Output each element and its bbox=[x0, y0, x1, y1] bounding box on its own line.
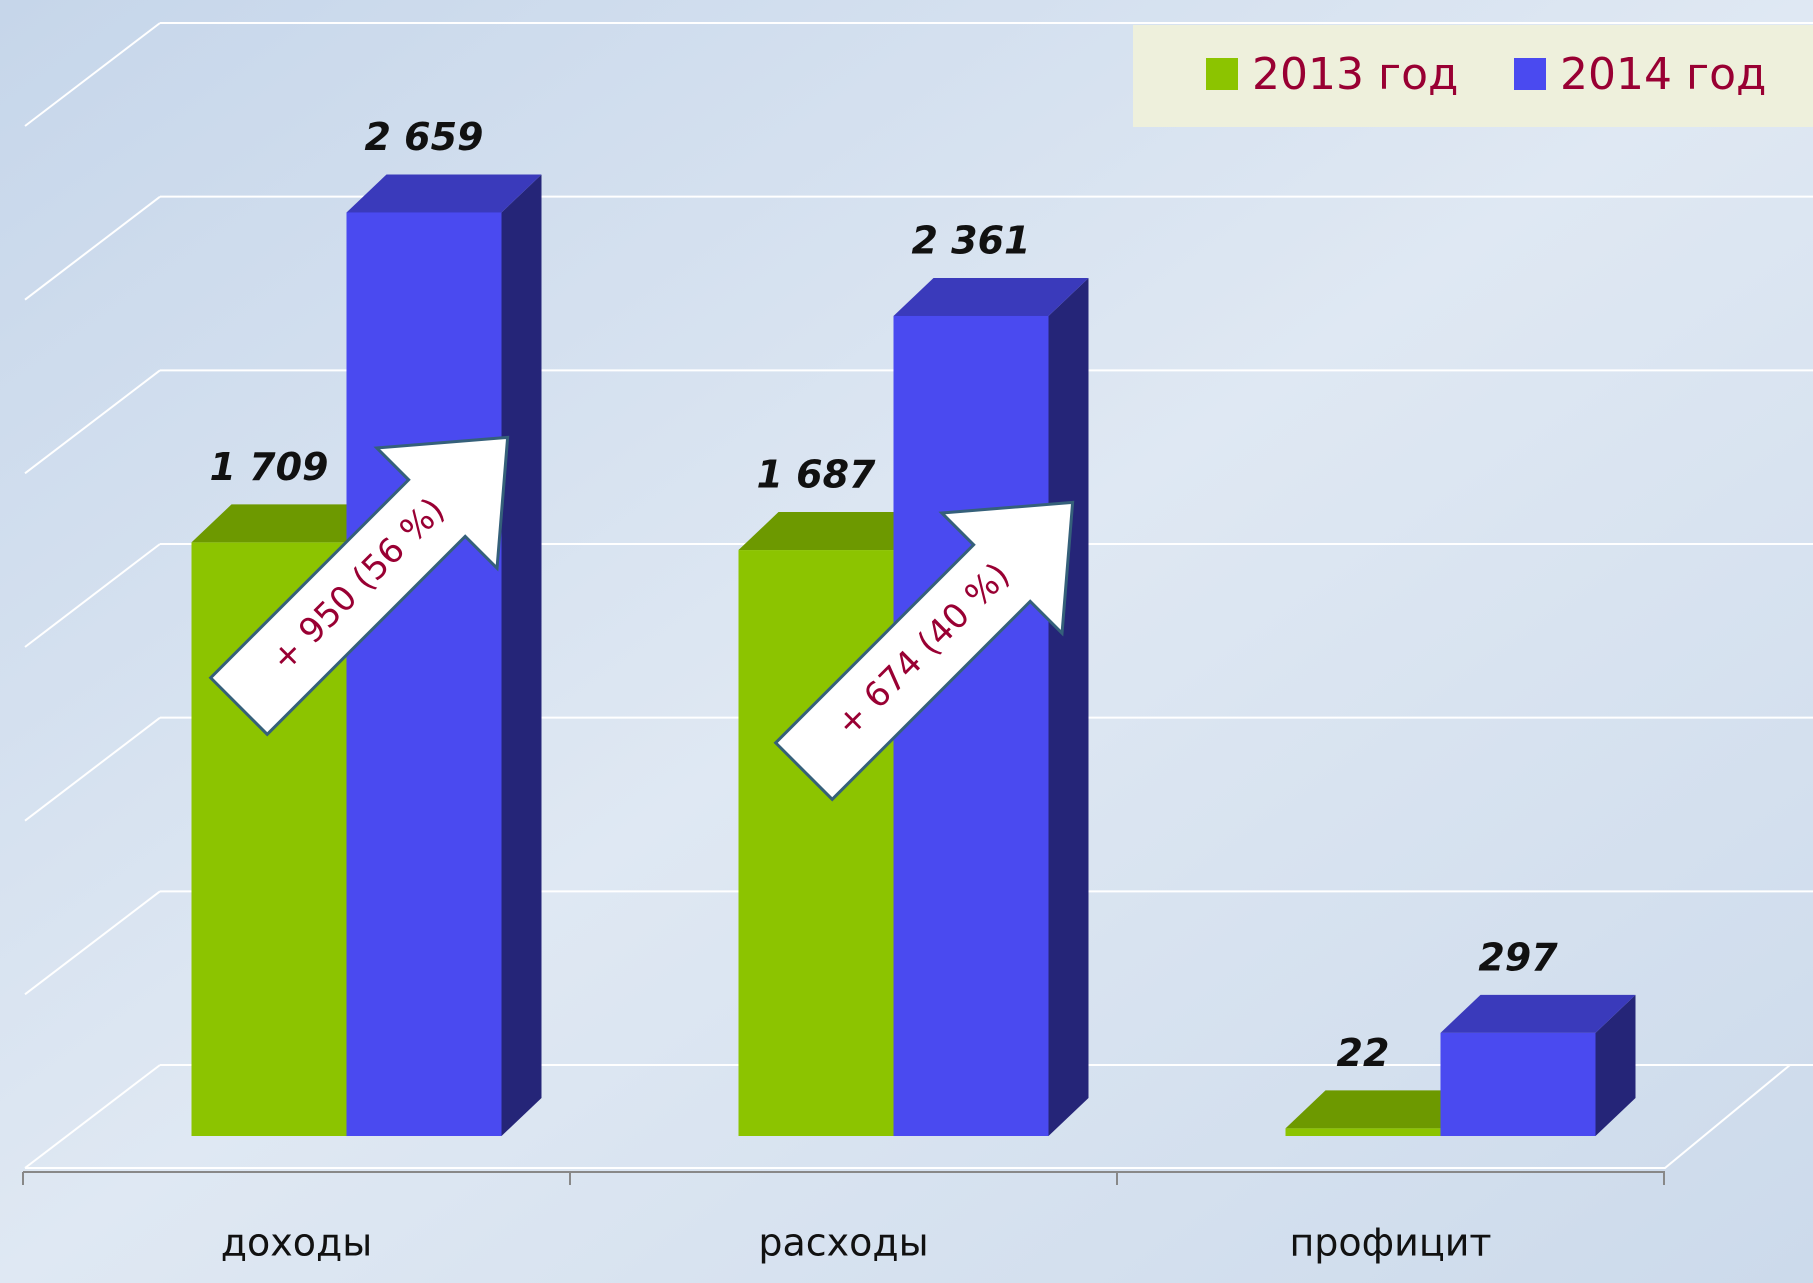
value-label: 2 361 bbox=[912, 218, 1031, 262]
grid-line bbox=[24, 369, 161, 475]
bar-side bbox=[501, 174, 542, 1136]
grid-line bbox=[24, 890, 161, 996]
bar-top bbox=[893, 277, 1089, 316]
bar-top bbox=[346, 174, 542, 213]
legend: 2013 год 2014 год bbox=[1133, 25, 1813, 127]
legend-swatch bbox=[1206, 58, 1238, 90]
value-label: 2 659 bbox=[365, 115, 484, 159]
value-label: 1 709 bbox=[210, 445, 329, 489]
x-tick-label: доходы bbox=[221, 1221, 373, 1265]
bar-top bbox=[191, 504, 387, 543]
x-tick-label: расходы bbox=[758, 1221, 928, 1265]
grid-line bbox=[24, 1064, 161, 1169]
value-label: 22 bbox=[1337, 1031, 1390, 1075]
floor-edge bbox=[25, 1064, 1791, 1169]
grid-line bbox=[24, 716, 161, 822]
grid-line bbox=[24, 195, 161, 301]
bar-side bbox=[1048, 277, 1089, 1136]
bar-front bbox=[893, 315, 1049, 1136]
bar bbox=[893, 277, 1089, 1136]
legend-label: 2013 год bbox=[1252, 49, 1458, 100]
bar bbox=[1440, 994, 1636, 1136]
legend-box bbox=[1133, 25, 1813, 127]
legend-label: 2014 год bbox=[1560, 49, 1766, 100]
bar-top bbox=[1440, 994, 1636, 1033]
grid-line bbox=[24, 543, 161, 648]
value-label: 297 bbox=[1478, 935, 1558, 979]
bar-front bbox=[1440, 1032, 1596, 1136]
bar-top bbox=[738, 512, 934, 551]
grid-line bbox=[24, 22, 161, 127]
bar-front bbox=[346, 212, 502, 1136]
value-label: 1 687 bbox=[757, 453, 877, 497]
bar bbox=[346, 174, 542, 1136]
arrow-shape bbox=[208, 435, 510, 737]
bar-top bbox=[1285, 1090, 1481, 1129]
legend-swatch bbox=[1514, 58, 1546, 90]
x-tick-label: профицит bbox=[1289, 1221, 1491, 1265]
bar-front bbox=[738, 550, 894, 1136]
arrow-shape bbox=[773, 500, 1075, 802]
bar-front bbox=[1285, 1128, 1441, 1136]
bar-side bbox=[1595, 994, 1636, 1136]
